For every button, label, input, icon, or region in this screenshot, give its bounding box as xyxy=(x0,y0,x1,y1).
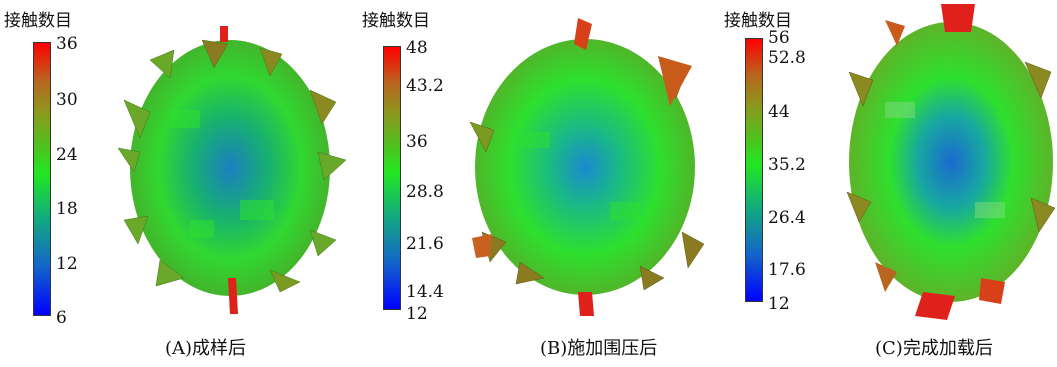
panel-c: 接触数目 56 52.8 44 35.2 26.4 17.6 12 xyxy=(720,0,1057,367)
tick-c-0: 56 xyxy=(768,28,790,48)
tick-c-3: 35.2 xyxy=(768,155,806,175)
tick-c-4: 26.4 xyxy=(768,208,806,228)
red-spike-top-a xyxy=(220,26,228,42)
tick-a-2: 24 xyxy=(56,145,78,165)
tick-a-3: 18 xyxy=(56,199,78,219)
tick-b-0: 48 xyxy=(406,38,428,58)
tick-b-3: 28.8 xyxy=(406,182,444,202)
colorbar-title-b: 接触数目 xyxy=(362,11,430,31)
spike-right-b xyxy=(658,56,692,106)
spikes-a xyxy=(117,39,347,293)
caption-b: (B)施加围压后 xyxy=(540,338,658,359)
spike-bottom-b xyxy=(578,292,594,316)
colorbar-title-c: 接触数目 xyxy=(724,11,792,31)
particle-sphere-a xyxy=(117,26,347,314)
particle-sphere-b xyxy=(469,18,705,316)
colorbar-c xyxy=(745,38,763,302)
spike-bottom-c xyxy=(915,292,955,320)
tick-b-6: 12 xyxy=(406,304,428,324)
tick-c-1: 52.8 xyxy=(768,48,806,68)
colorbar-b xyxy=(383,46,401,310)
panel-b: 接触数目 48 43.2 36 28.8 21.6 14.4 12 xyxy=(360,0,720,367)
red-spike-bottom-a xyxy=(228,278,238,314)
spike-top-b xyxy=(574,18,592,50)
tick-a-5: 6 xyxy=(56,308,67,328)
colorbar-a xyxy=(33,42,51,316)
tick-a-1: 30 xyxy=(56,90,78,110)
particle-sphere-c xyxy=(846,4,1056,320)
caption-a: (A)成样后 xyxy=(165,338,247,359)
colorbar-title-a: 接触数目 xyxy=(4,11,72,31)
tick-b-4: 21.6 xyxy=(406,234,444,254)
tick-b-1: 43.2 xyxy=(406,76,444,96)
spike-top-c xyxy=(941,4,975,32)
tick-a-0: 36 xyxy=(56,34,78,54)
tick-c-6: 12 xyxy=(768,294,790,314)
panel-a: 接触数目 36 30 24 18 12 6 xyxy=(0,0,360,367)
tick-c-2: 44 xyxy=(768,102,790,122)
tick-b-5: 14.4 xyxy=(406,282,444,302)
caption-c: (C)完成加载后 xyxy=(875,338,993,359)
tick-c-5: 17.6 xyxy=(768,260,806,280)
tick-b-2: 36 xyxy=(406,132,428,152)
tick-a-4: 12 xyxy=(56,254,78,274)
